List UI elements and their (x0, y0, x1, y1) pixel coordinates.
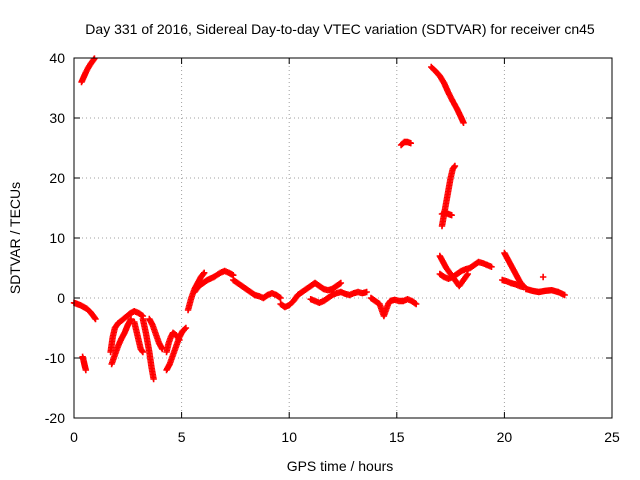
series-arc-21 (499, 276, 527, 291)
x-tick-label: 15 (389, 429, 405, 445)
series-arc-14 (397, 138, 414, 149)
series-arc-9 (191, 267, 237, 296)
x-tick-label: 25 (604, 429, 620, 445)
grid-lines (74, 58, 612, 418)
series-arc-early-low (70, 299, 99, 323)
y-tick-label: 40 (49, 50, 65, 66)
series-arc-early-short (79, 353, 90, 374)
series-arc-7 (163, 329, 183, 356)
series-arc-8 (184, 269, 208, 314)
series-arc-13 (367, 294, 420, 320)
series-arc-22 (522, 285, 568, 299)
x-axis-label: GPS time / hours (287, 458, 394, 474)
data-point (91, 55, 98, 62)
data-point (200, 269, 208, 276)
y-tick-label: 30 (49, 110, 65, 126)
data-point (176, 336, 183, 344)
data-point (412, 300, 420, 308)
x-tick-label: 20 (497, 429, 513, 445)
series-arc-5 (146, 315, 166, 353)
series-arc-23 (539, 273, 547, 281)
data-point (150, 375, 157, 383)
data-point (460, 119, 467, 126)
data-point (463, 272, 471, 279)
data-point (127, 315, 135, 323)
series-arc-2 (108, 315, 135, 368)
y-tick-label: -20 (45, 410, 65, 426)
y-axis-label: SDTVAR / TECUs (7, 182, 23, 294)
data-point (337, 279, 345, 287)
data-point (539, 273, 547, 281)
series-arc-16 (438, 162, 459, 230)
data-point (407, 140, 414, 147)
data-point (82, 366, 90, 374)
series-arc-3 (131, 318, 147, 356)
x-tick-label: 5 (178, 429, 186, 445)
data-point (561, 291, 568, 299)
series-arc-15 (428, 63, 467, 126)
series-arc-10 (230, 276, 284, 302)
data-point (448, 212, 455, 219)
series-arc-17 (438, 209, 455, 219)
y-tick-label: -10 (45, 350, 65, 366)
data-point (182, 324, 190, 332)
x-tick-label: 10 (281, 429, 297, 445)
series-arc-4 (139, 315, 157, 383)
data-point (277, 294, 284, 302)
data-point (92, 315, 99, 323)
data-point (181, 325, 189, 333)
data-point (488, 263, 495, 270)
series-arc-1 (107, 308, 147, 356)
y-tick-label: 0 (57, 290, 65, 306)
series-arc-early-high (78, 55, 98, 86)
x-tick-label: 0 (70, 429, 78, 445)
data-point (363, 288, 370, 296)
series-arc-19 (436, 252, 472, 290)
data-point (175, 335, 182, 342)
series-arc-18 (436, 258, 495, 282)
data-point (464, 270, 472, 278)
data-point (139, 348, 147, 356)
chart-title: Day 331 of 2016, Sidereal Day-to-day VTE… (85, 21, 595, 37)
series-arc-12 (307, 288, 370, 306)
axis-ticks: 0 5 10 15 20 25 -20 -10 0 10 20 30 40 (45, 50, 620, 445)
series-arc-11 (277, 279, 345, 311)
y-tick-label: 10 (49, 230, 65, 246)
y-tick-label: 20 (49, 170, 65, 186)
data-point (451, 162, 459, 170)
data-points (70, 55, 568, 383)
data-point (200, 270, 207, 278)
